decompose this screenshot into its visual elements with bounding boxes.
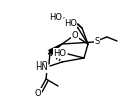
Text: HO: HO bbox=[53, 49, 66, 57]
Text: O: O bbox=[35, 89, 41, 98]
Text: HO: HO bbox=[64, 19, 77, 27]
Text: HO: HO bbox=[35, 61, 48, 70]
Text: O: O bbox=[72, 31, 78, 40]
Text: HO: HO bbox=[49, 13, 62, 22]
Text: HN: HN bbox=[35, 63, 48, 73]
Text: S: S bbox=[94, 36, 100, 45]
Polygon shape bbox=[49, 44, 62, 54]
